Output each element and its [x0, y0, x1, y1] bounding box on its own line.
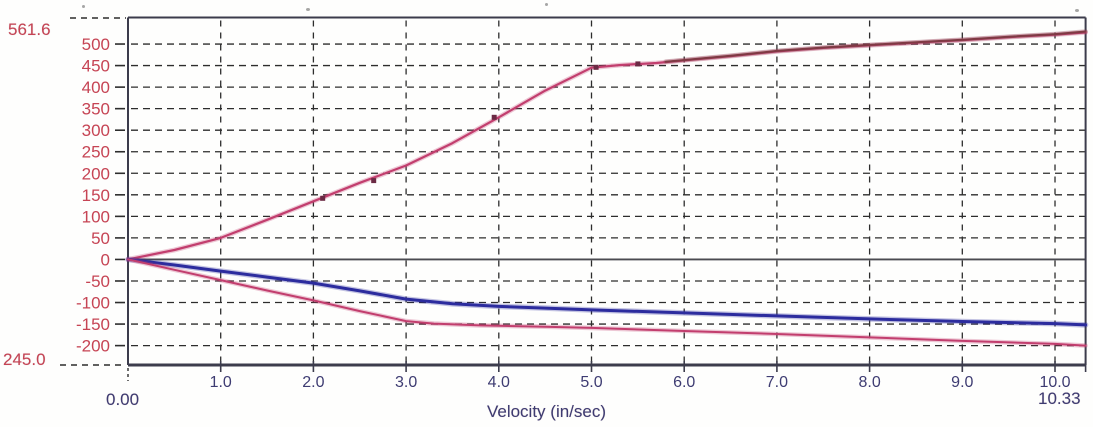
x-tick-label: 6.0	[673, 374, 695, 391]
x-axis-min-label: 0.00	[106, 390, 140, 409]
scan-speck	[545, 3, 548, 6]
scan-speck	[82, 5, 85, 8]
x-tick-label: 1.0	[210, 374, 232, 391]
data-marker	[491, 114, 497, 120]
y-tick-label: 450	[82, 57, 110, 76]
series-line-crimson-descending	[127, 258, 1087, 347]
y-tick-label: 300	[82, 121, 110, 140]
y-tick-label: 100	[82, 207, 110, 226]
series-line-blue-descending	[126, 257, 1088, 327]
scan-speck	[1075, 9, 1079, 12]
y-tick-label: -50	[85, 272, 110, 291]
x-tick-label: 5.0	[580, 374, 602, 391]
y-tick-label: 350	[82, 100, 110, 119]
data-marker	[371, 178, 377, 184]
data-marker	[635, 61, 641, 67]
x-tick-label: 7.0	[766, 374, 788, 391]
y-tick-label: 150	[82, 186, 110, 205]
scan-speck	[306, 8, 310, 11]
y-tick-label: 0	[101, 250, 110, 269]
y-tick-label: 500	[82, 35, 110, 54]
y-tick-label: 50	[91, 229, 110, 248]
series-line-magenta-rising	[126, 31, 1087, 261]
y-axis-max-label: 561.6	[8, 20, 51, 39]
x-tick-label: 8.0	[858, 374, 880, 391]
data-marker	[593, 64, 599, 70]
y-tick-label: 250	[82, 143, 110, 162]
x-axis-max-label: 10.33	[1038, 389, 1081, 408]
y-tick-label: -100	[76, 294, 110, 313]
y-tick-label: -200	[76, 337, 110, 356]
x-tick-label: 4.0	[488, 374, 510, 391]
y-tick-label: -150	[76, 315, 110, 334]
x-tick-label: 2.0	[302, 374, 324, 391]
series-line-dark-red-overlay	[664, 30, 1087, 63]
y-tick-label: 400	[82, 78, 110, 97]
x-axis-title: Velocity (in/sec)	[486, 402, 607, 421]
y-tick-label: 200	[82, 164, 110, 183]
x-tick-label: 3.0	[395, 374, 417, 391]
data-marker	[320, 195, 326, 201]
x-tick-label: 9.0	[951, 374, 973, 391]
x-tick-label: 10.0	[1039, 374, 1070, 391]
y-axis-min-label: 245.0	[3, 350, 46, 369]
